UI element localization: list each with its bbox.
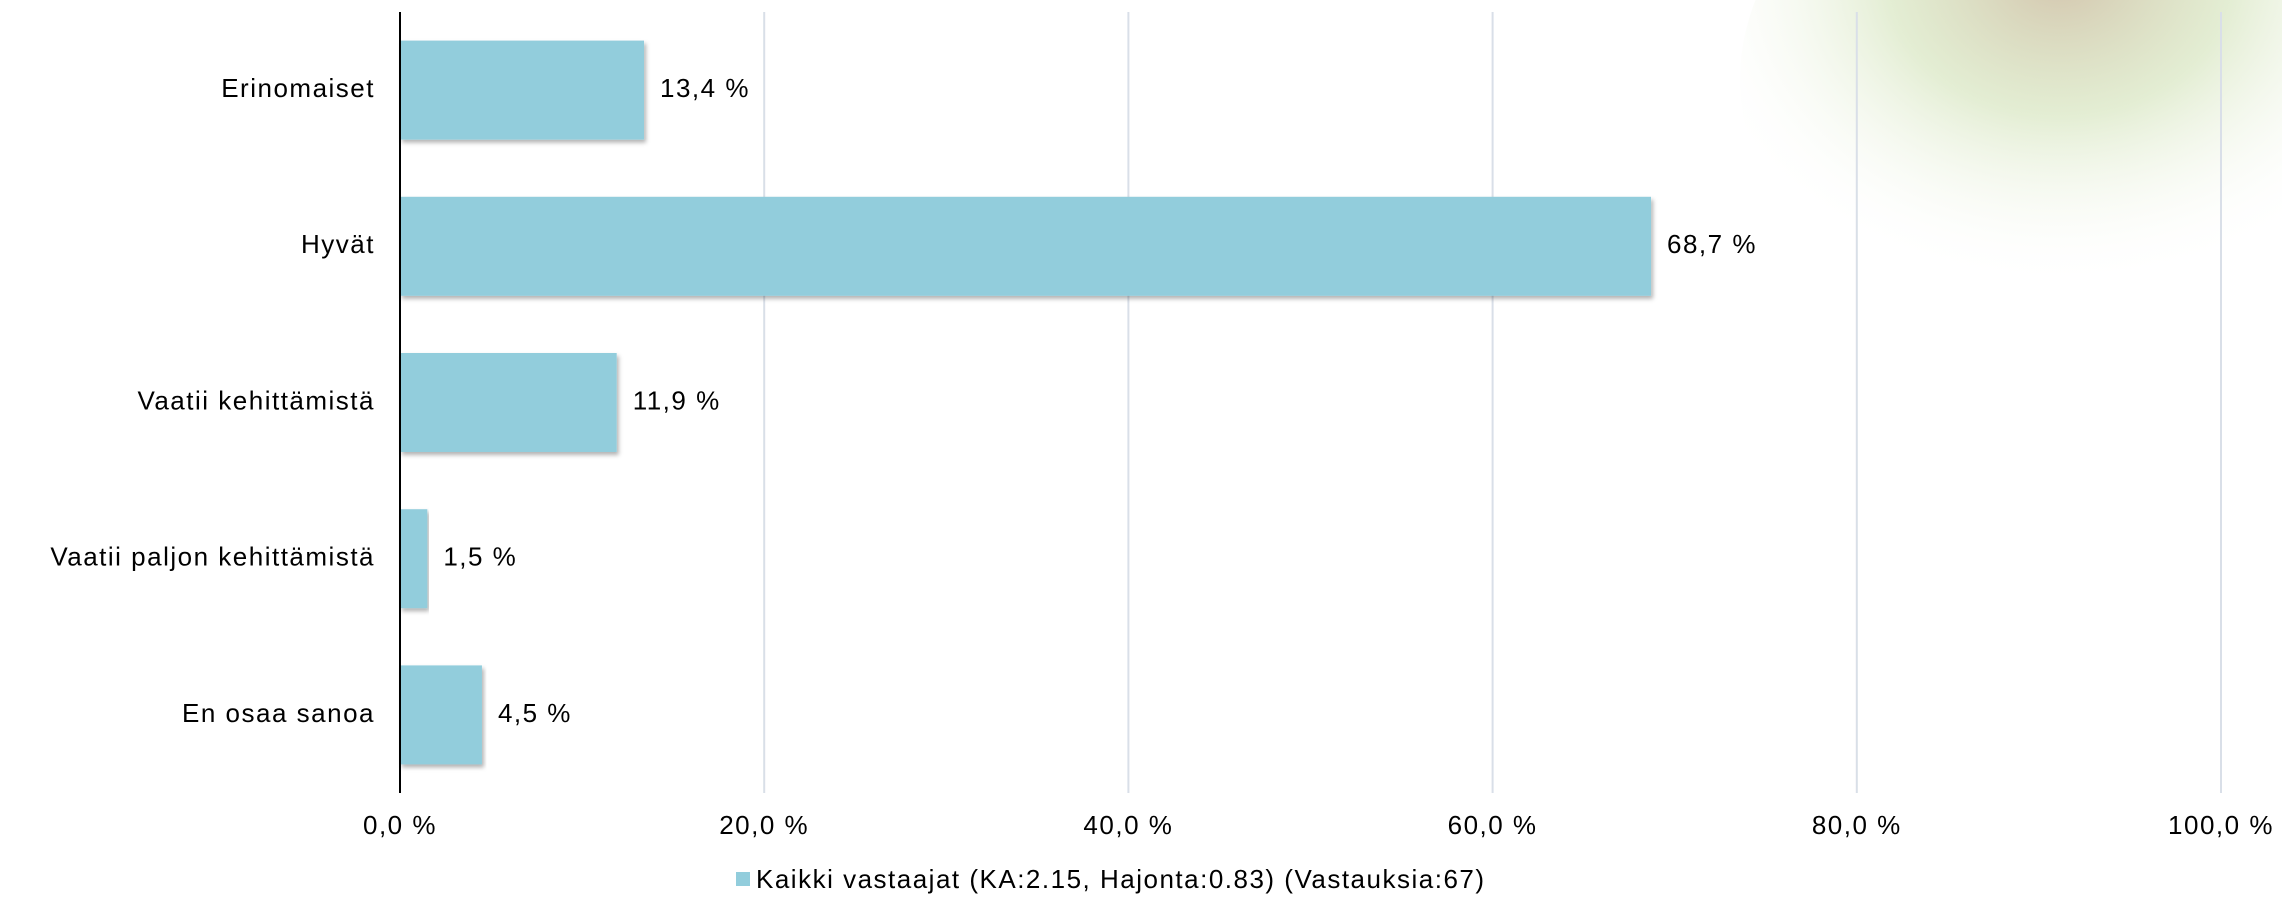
- y-tick-label: Vaatii kehittämistä: [137, 385, 375, 415]
- x-tick-label: 80,0 %: [1812, 810, 1902, 840]
- bar: [400, 196, 1652, 296]
- x-tick-label: 100,0 %: [2168, 810, 2274, 840]
- y-tick-label: Erinomaiset: [221, 73, 375, 103]
- value-label: 11,9 %: [633, 385, 721, 415]
- x-tick-label: 0,0 %: [363, 810, 437, 840]
- bar: [400, 509, 428, 609]
- x-tick-label: 20,0 %: [719, 810, 809, 840]
- value-label: 68,7 %: [1667, 229, 1757, 259]
- legend-label: Kaikki vastaajat (KA:2.15, Hajonta:0.83)…: [756, 864, 1486, 894]
- y-tick-label: Vaatii paljon kehittämistä: [50, 542, 375, 572]
- value-label: 1,5 %: [443, 542, 517, 572]
- bar: [400, 353, 617, 452]
- plot-area: 0,0 % 20,0 % 40,0 % 60,0 % 80,0 % 100,0 % Erin…: [50, 12, 2274, 894]
- bar: [400, 665, 482, 765]
- x-tick-label: 60,0 %: [1448, 810, 1538, 840]
- bar: [400, 40, 645, 140]
- x-tick-label: 40,0 %: [1083, 810, 1173, 840]
- value-label: 4,5 %: [498, 698, 572, 728]
- legend-swatch: [736, 872, 750, 886]
- y-tick-label: En osaa sanoa: [182, 698, 375, 728]
- value-label: 13,4 %: [660, 73, 750, 103]
- background-photo: [1740, 0, 2282, 340]
- y-tick-label: Hyvät: [301, 229, 375, 259]
